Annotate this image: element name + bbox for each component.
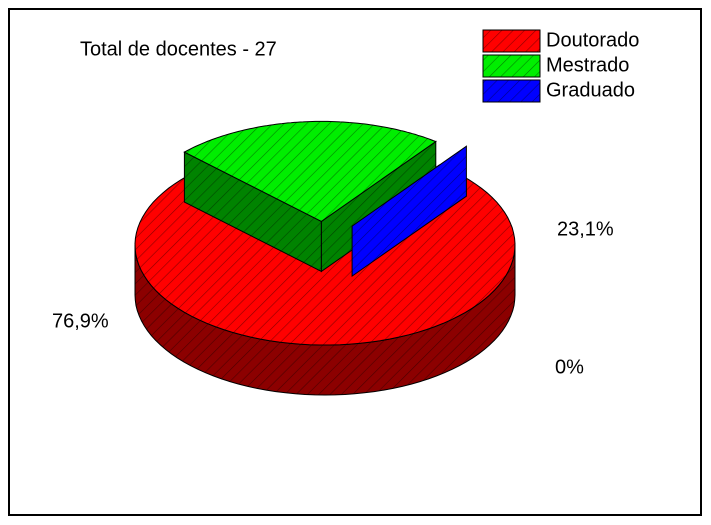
chart-title: Total de docentes - 27 (80, 38, 277, 60)
pie-slice (351, 145, 467, 278)
data-label: 0% (555, 356, 584, 378)
pie-slice-wall (351, 145, 467, 278)
pie-slice-top (183, 120, 437, 222)
legend-swatch (482, 79, 541, 103)
legend-swatch (482, 54, 541, 78)
data-label: 76,9% (52, 310, 109, 332)
legend-label: Graduado (546, 79, 635, 101)
legend-swatch (482, 29, 541, 53)
legend-label: Doutorado (546, 29, 639, 51)
pie-slice (183, 120, 437, 273)
data-label: 23,1% (557, 218, 614, 240)
legend-label: Mestrado (546, 54, 629, 76)
